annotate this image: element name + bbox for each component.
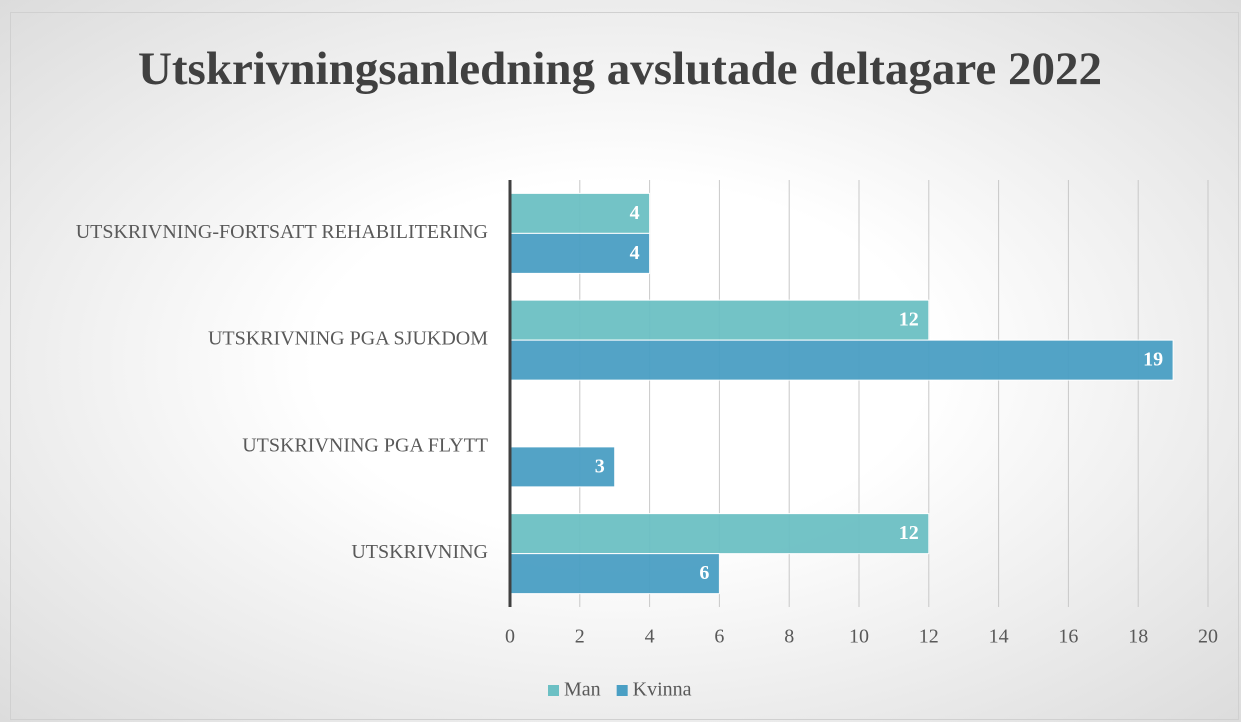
x-tick-label: 18 bbox=[1128, 626, 1148, 648]
legend-swatch bbox=[548, 685, 559, 696]
data-label: 4 bbox=[630, 202, 640, 224]
chart-title: Utskrivningsanledning avslutade deltagar… bbox=[137, 43, 1103, 95]
y-tick-label: UTSKRIVNING PGA SJUKDOM bbox=[208, 328, 488, 350]
bar bbox=[509, 553, 720, 595]
data-label: 6 bbox=[699, 562, 709, 584]
bar bbox=[509, 192, 651, 234]
x-tick-label: 0 bbox=[505, 626, 515, 648]
bar bbox=[509, 513, 930, 555]
bar bbox=[509, 299, 930, 341]
data-label: 12 bbox=[899, 522, 919, 544]
x-tick-label: 2 bbox=[575, 626, 585, 648]
y-tick-label: UTSKRIVNING-FORTSATT REHABILITERING bbox=[76, 221, 488, 243]
x-tick-label: 8 bbox=[784, 626, 794, 648]
x-tick-label: 6 bbox=[714, 626, 724, 648]
x-tick-label: 10 bbox=[849, 626, 869, 648]
y-tick-label: UTSKRIVNING PGA FLYTT bbox=[242, 434, 488, 456]
data-label: 12 bbox=[899, 309, 919, 331]
x-tick-label: 4 bbox=[645, 626, 655, 648]
bar bbox=[509, 339, 1174, 381]
x-tick-label: 16 bbox=[1058, 626, 1078, 648]
x-tick-label: 14 bbox=[989, 626, 1009, 648]
data-label: 19 bbox=[1143, 349, 1163, 371]
x-tick-label: 12 bbox=[919, 626, 939, 648]
data-label: 4 bbox=[630, 242, 640, 264]
legend-swatch bbox=[616, 685, 628, 696]
legend-label: Kvinna bbox=[633, 679, 692, 701]
legend-label: Man bbox=[564, 679, 601, 701]
y-tick-label: UTSKRIVNING bbox=[351, 541, 488, 563]
chart-border bbox=[10, 12, 1239, 720]
bar bbox=[509, 446, 616, 488]
x-tick-label: 20 bbox=[1198, 626, 1218, 648]
data-label: 3 bbox=[595, 455, 605, 477]
